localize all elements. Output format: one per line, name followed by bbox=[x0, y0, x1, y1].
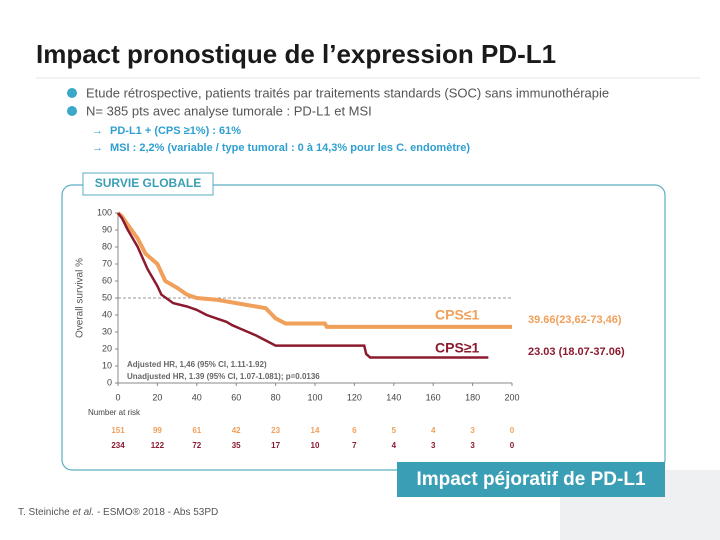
y-tick-label: 90 bbox=[102, 224, 112, 234]
risk-title: Number at risk bbox=[88, 408, 141, 417]
x-tick-label: 180 bbox=[465, 392, 480, 402]
x-tick-label: 140 bbox=[386, 392, 401, 402]
risk-count: 7 bbox=[352, 441, 357, 450]
x-tick-label: 100 bbox=[307, 392, 322, 402]
risk-count: 5 bbox=[392, 426, 397, 435]
sub-bullet-arrow: → bbox=[92, 125, 103, 137]
sub-bullet-arrow: → bbox=[92, 142, 103, 154]
x-tick-label: 120 bbox=[347, 392, 362, 402]
risk-count: 61 bbox=[192, 426, 201, 435]
risk-count: 99 bbox=[153, 426, 162, 435]
risk-count: 151 bbox=[111, 426, 125, 435]
x-tick-label: 60 bbox=[231, 392, 241, 402]
bullet-icon bbox=[67, 106, 77, 116]
legend-label: CPS≥1 bbox=[435, 340, 479, 356]
bullet: Etude rétrospective, patients traités pa… bbox=[86, 85, 609, 100]
legend-label: CPS≤1 bbox=[435, 307, 479, 323]
y-tick-label: 60 bbox=[102, 275, 112, 285]
risk-count: 122 bbox=[151, 441, 165, 450]
slide-title: Impact pronostique de l’expression PD-L1 bbox=[36, 39, 556, 69]
banner-bg bbox=[397, 462, 665, 497]
risk-count: 17 bbox=[271, 441, 280, 450]
y-tick-label: 80 bbox=[102, 241, 112, 251]
risk-count: 35 bbox=[232, 441, 241, 450]
risk-count: 6 bbox=[352, 426, 357, 435]
box-label: SURVIE GLOBALE bbox=[95, 176, 201, 190]
risk-count: 23 bbox=[271, 426, 280, 435]
risk-count: 0 bbox=[510, 426, 515, 435]
risk-count: 4 bbox=[392, 441, 397, 450]
bullet-icon bbox=[67, 88, 77, 98]
y-tick-label: 30 bbox=[102, 326, 112, 336]
footer-part: - ESMO® 2018 - Abs 53PD bbox=[94, 507, 218, 518]
risk-count: 234 bbox=[111, 441, 125, 450]
end-label: 23.03 (18.07-37.06) bbox=[528, 346, 625, 358]
bullet: N= 385 pts avec analyse tumorale : PD-L1… bbox=[86, 103, 372, 118]
risk-count: 42 bbox=[232, 426, 241, 435]
x-tick-label: 0 bbox=[115, 392, 120, 402]
y-tick-label: 70 bbox=[102, 258, 112, 268]
risk-count: 14 bbox=[311, 426, 320, 435]
x-tick-label: 200 bbox=[504, 392, 519, 402]
sub-bullet: MSI : 2,2% (variable / type tumoral : 0 … bbox=[110, 142, 470, 154]
box-label-bg bbox=[82, 172, 214, 196]
y-tick-label: 0 bbox=[107, 377, 112, 387]
survival-curve bbox=[116, 211, 512, 329]
sub-bullet: PD-L1 + (CPS ≥1%) : 61% bbox=[110, 125, 241, 137]
banner: Impact péjoratif de PD-L1 bbox=[416, 469, 646, 490]
end-label: 39.66(23,62-73,46) bbox=[528, 314, 622, 326]
risk-count: 3 bbox=[431, 441, 436, 450]
y-tick-label: 50 bbox=[102, 292, 112, 302]
y-tick-label: 20 bbox=[102, 343, 112, 353]
y-tick-label: 100 bbox=[97, 207, 112, 217]
footer: T. Steiniche et al. - ESMO® 2018 - Abs 5… bbox=[18, 507, 218, 518]
x-tick-label: 160 bbox=[426, 392, 441, 402]
risk-count: 0 bbox=[510, 441, 515, 450]
x-tick-label: 40 bbox=[192, 392, 202, 402]
risk-count: 3 bbox=[470, 441, 475, 450]
risk-count: 10 bbox=[311, 441, 320, 450]
chart-box bbox=[61, 184, 666, 471]
risk-count: 4 bbox=[431, 426, 436, 435]
annotation: Unadjusted HR, 1.39 (95% CI, 1.07-1.081)… bbox=[127, 372, 320, 381]
risk-count: 72 bbox=[192, 441, 201, 450]
footer-part: et al. bbox=[72, 507, 94, 518]
annotation: Adjusted HR, 1,46 (95% CI, 1.11-1.92) bbox=[127, 360, 267, 369]
risk-count: 3 bbox=[470, 426, 475, 435]
x-tick-label: 20 bbox=[152, 392, 162, 402]
footer-part: T. Steiniche bbox=[18, 507, 72, 518]
y-tick-label: 10 bbox=[102, 360, 112, 370]
x-tick-label: 80 bbox=[271, 392, 281, 402]
y-axis-label: Overall survival % bbox=[75, 258, 86, 338]
y-tick-label: 40 bbox=[102, 309, 112, 319]
survival-curve bbox=[117, 212, 489, 359]
